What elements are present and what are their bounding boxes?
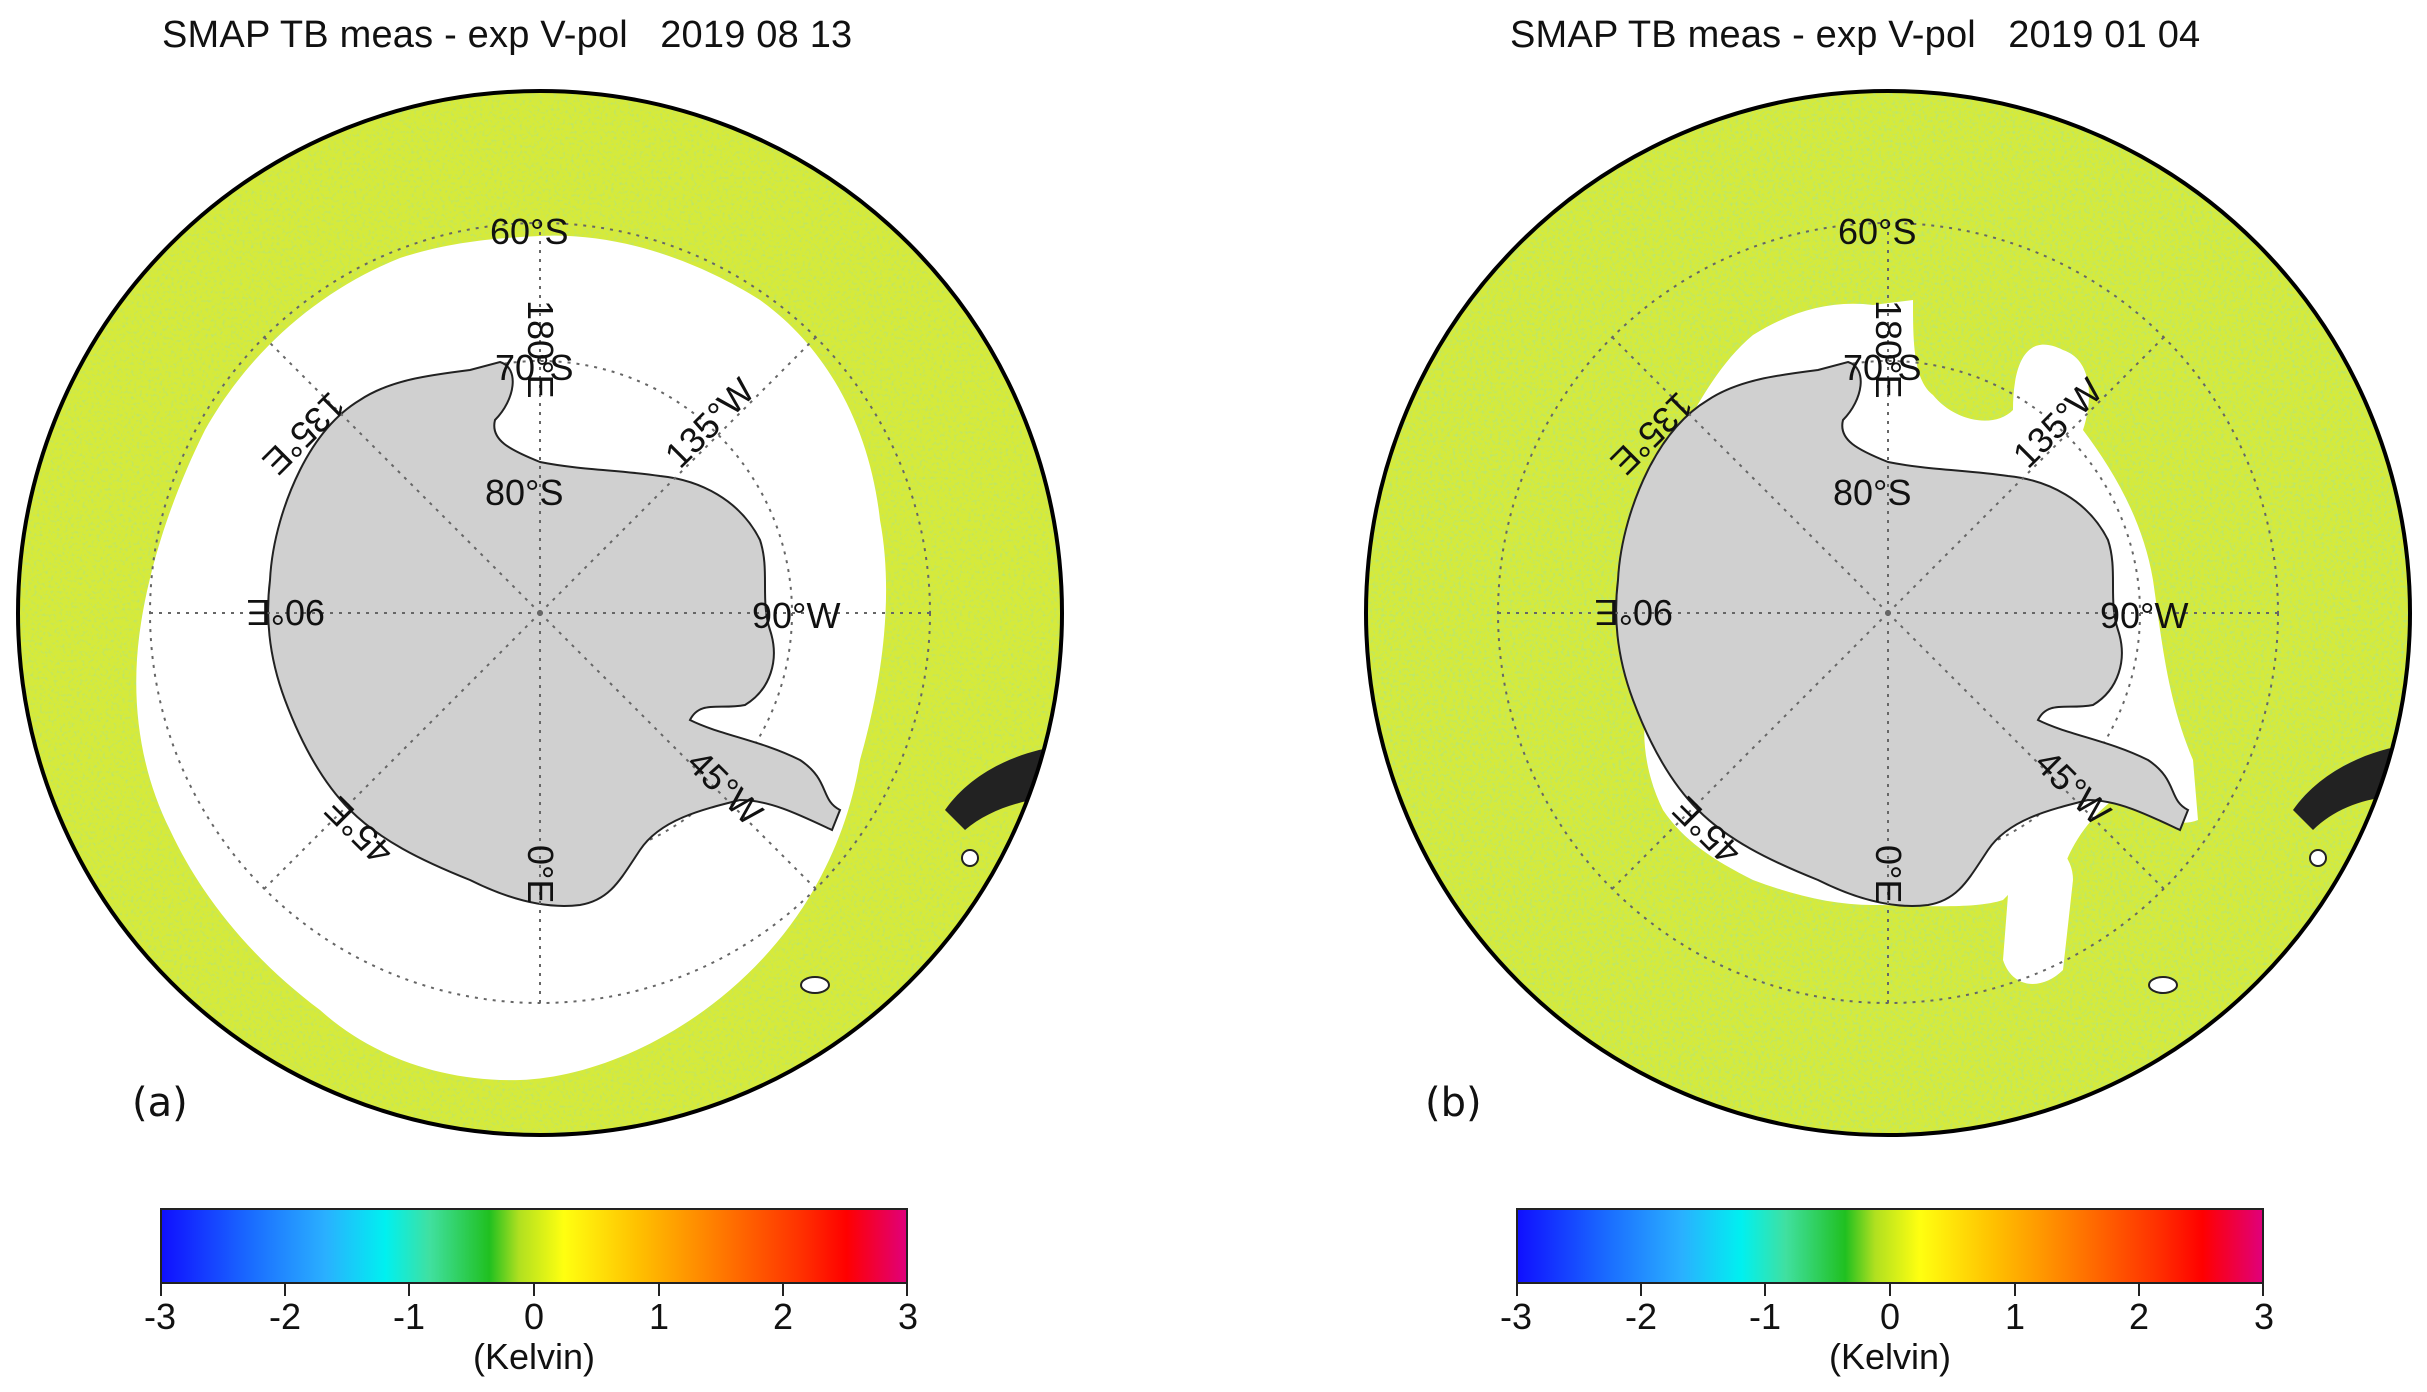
colorbar [160, 1208, 908, 1284]
colorbar-tick: 1 [648, 1296, 670, 1337]
polar-map: 60°S 70°S 80°S 180°E 135°W 90°W 45°W 0°E… [1364, 89, 2412, 1137]
lon-label-90e: 90°E [247, 592, 325, 633]
lat-label-60: 60°S [490, 211, 568, 252]
antarctica-landmass [267, 360, 842, 907]
lat-label-70: 70°S [1843, 347, 1921, 388]
colorbar-ticks [1516, 1284, 2264, 1296]
colorbar-ticks [160, 1284, 908, 1296]
lon-label-90w: 90°W [752, 595, 840, 636]
map-panel-b: SMAP TB meas - exp V-pol 2019 01 04 [1213, 0, 2426, 1392]
colorbar-tick: -3 [1499, 1296, 1533, 1337]
lon-label-90w: 90°W [2100, 595, 2188, 636]
colorbar-tick: -2 [1624, 1296, 1658, 1337]
lon-label-0e: 0°E [520, 845, 561, 903]
map-boundary [1364, 89, 2412, 1137]
panel-label: (a) [132, 1080, 188, 1126]
sea-ice-tongue [2003, 830, 2073, 984]
polar-map: 60°S 70°S 80°S 180°E 135°W 90°W 45°W 0°E… [16, 89, 1064, 1137]
lat-label-80: 80°S [485, 472, 563, 513]
colorbar-tick: -1 [1748, 1296, 1782, 1337]
colorbar-unit: (Kelvin) [1828, 1336, 1952, 1377]
colorbar-tick: 2 [772, 1296, 794, 1337]
panel-label: (b) [1425, 1080, 1482, 1126]
lat-label-60: 60°S [1838, 211, 1916, 252]
colorbar [1516, 1208, 2264, 1284]
antarctica-landmass [1615, 360, 2190, 907]
colorbar-tick: 0 [1879, 1296, 1901, 1337]
colorbar-tick: 0 [523, 1296, 545, 1337]
meridians [1498, 223, 2278, 1003]
colorbar-tick: -3 [143, 1296, 177, 1337]
colorbar-unit: (Kelvin) [472, 1336, 596, 1377]
meridians [150, 223, 930, 1003]
lon-label-0e: 0°E [1868, 845, 1909, 903]
colorbar-tick: 1 [2004, 1296, 2026, 1337]
colorbar-tick: 3 [2253, 1296, 2275, 1337]
colorbar-tick: 3 [897, 1296, 919, 1337]
lon-label-180e: 180°E [520, 300, 561, 398]
lon-label-90e: 90°E [1595, 592, 1673, 633]
lat-label-80: 80°S [1833, 472, 1911, 513]
lon-label-180e: 180°E [1868, 300, 1909, 398]
map-panel-a: SMAP TB meas - exp V-pol 2019 08 13 [0, 0, 1213, 1392]
colorbar-tick: -1 [392, 1296, 426, 1337]
south-america-tip [945, 744, 1062, 830]
lat-label-70: 70°S [495, 347, 573, 388]
colorbar-tick: 2 [2128, 1296, 2150, 1337]
map-boundary [16, 89, 1064, 1137]
panel-title: SMAP TB meas - exp V-pol 2019 01 04 [1510, 14, 2201, 56]
panel-title: SMAP TB meas - exp V-pol 2019 08 13 [162, 14, 853, 56]
colorbar-tick: -2 [268, 1296, 302, 1337]
